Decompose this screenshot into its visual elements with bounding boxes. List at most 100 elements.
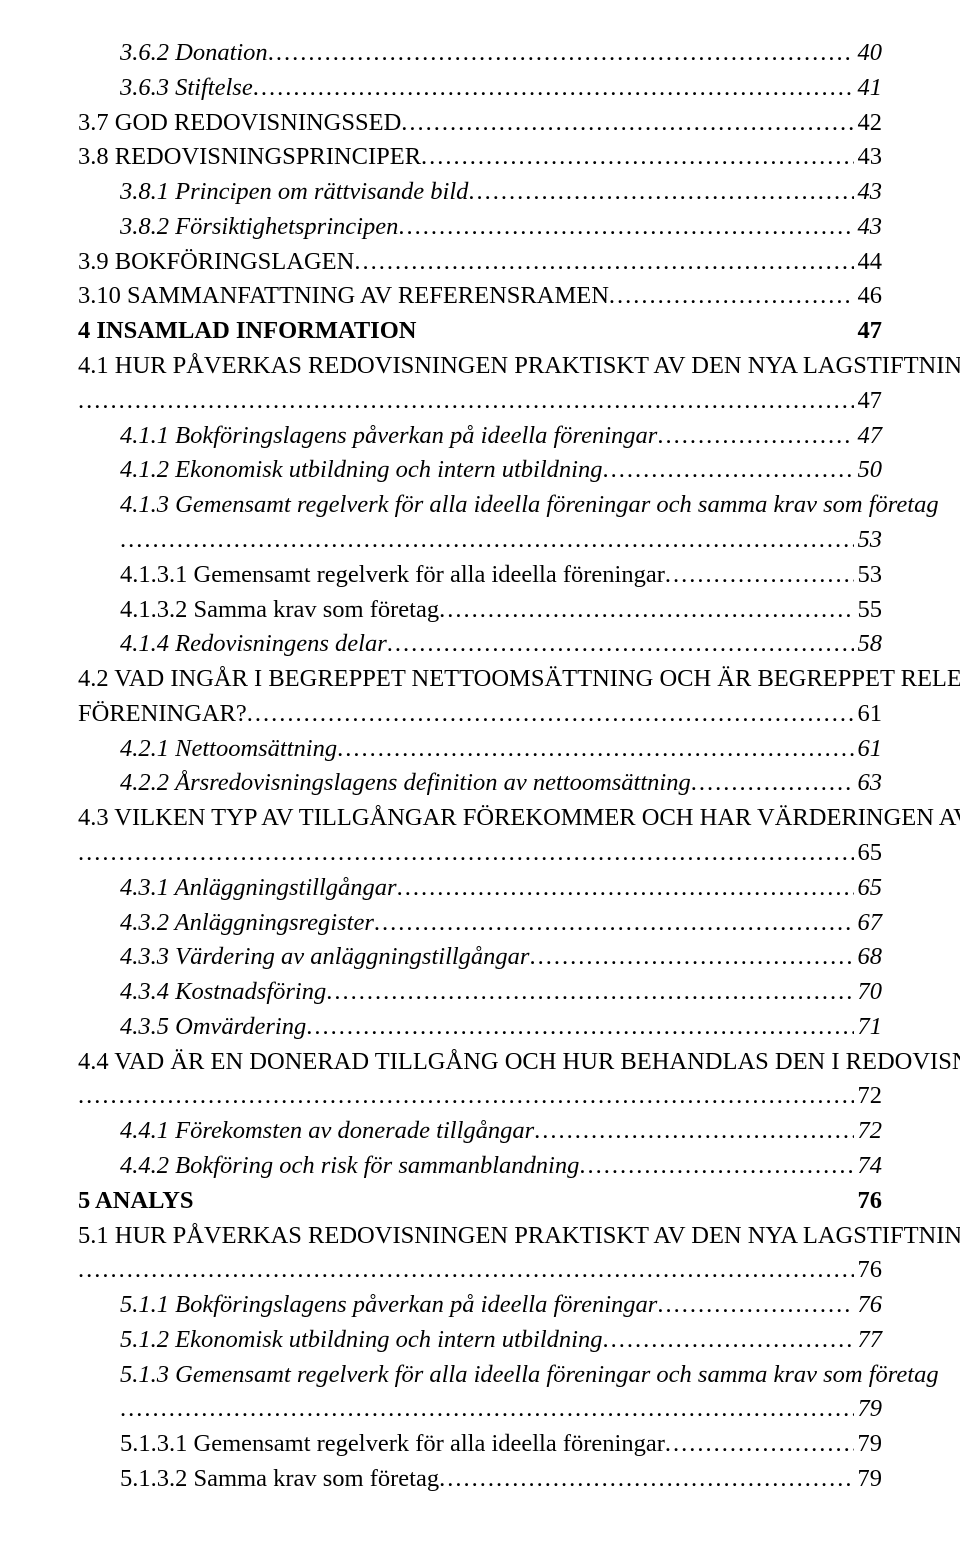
toc-page-number: 40 [854, 36, 883, 71]
toc-entry: 5.1.2 Ekonomisk utbildning och intern ut… [78, 1323, 882, 1358]
toc-leader-dots [398, 210, 853, 245]
toc-leader-dots [657, 1288, 853, 1323]
toc-leader-dots [665, 558, 854, 593]
toc-leader-dots [534, 1114, 853, 1149]
toc-leader-dots [268, 36, 854, 71]
toc-leader-dots [387, 627, 854, 662]
toc-page-number: 67 [854, 906, 883, 941]
toc-entry: 5.1.3.2 Samma krav som företag79 [78, 1462, 882, 1497]
toc-leader-dots [401, 106, 853, 141]
toc-entry: 4.3 VILKEN TYP AV TILLGÅNGAR FÖREKOMMER … [78, 801, 882, 836]
toc-label: 4.1.3.2 Samma krav som företag [120, 593, 439, 628]
toc-entry: 3.8.2 Försiktighetsprincipen 43 [78, 210, 882, 245]
toc-page-number: 53 [854, 523, 883, 558]
toc-page-number: 46 [854, 279, 883, 314]
toc-page-number: 61 [854, 732, 883, 767]
toc-page-number: 71 [854, 1010, 883, 1045]
toc-entry: 4.4.1 Förekomsten av donerade tillgångar… [78, 1114, 882, 1149]
toc-label: 4.1.4 Redovisningens delar [120, 627, 387, 662]
toc-label: 4 INSAMLAD INFORMATION [78, 314, 416, 349]
toc-page-number: 55 [854, 593, 883, 628]
toc-entry: 47 [78, 384, 882, 419]
toc-label: 4.3 VILKEN TYP AV TILLGÅNGAR FÖREKOMMER … [78, 801, 960, 836]
toc-label: 5.1 HUR PÅVERKAS REDOVISNINGEN PRAKTISKT… [78, 1219, 960, 1254]
toc-entry: 4.3.1 Anläggningstillgångar 65 [78, 871, 882, 906]
toc-page-number: 41 [854, 71, 883, 106]
toc-entry: 3.8 REDOVISNINGSPRINCIPER43 [78, 140, 882, 175]
toc-page-number: 65 [854, 871, 883, 906]
toc-page-number: 53 [854, 558, 883, 593]
toc-label: 3.8.1 Principen om rättvisande bild [120, 175, 468, 210]
toc-leader-dots [579, 1149, 853, 1184]
toc-entry: FÖRENINGAR? 61 [78, 697, 882, 732]
toc-entry: 4.1.2 Ekonomisk utbildning och intern ut… [78, 453, 882, 488]
toc-page-number: 43 [854, 210, 883, 245]
toc-page-number: 72 [854, 1114, 883, 1149]
toc-label: 4.3.5 Omvärdering [120, 1010, 306, 1045]
toc-label: 5.1.3.1 Gemensamt regelverk för alla ide… [120, 1427, 665, 1462]
toc-label: 4.3.1 Anläggningstillgångar [120, 871, 397, 906]
toc-page-number: 43 [854, 175, 883, 210]
toc-label: 3.9 BOKFÖRINGSLAGEN [78, 245, 354, 280]
toc-label: 4.4 VAD ÄR EN DONERAD TILLGÅNG OCH HUR B… [78, 1045, 960, 1080]
toc-leader-dots [337, 732, 853, 767]
toc-label: 4.4.2 Bokföring och risk för sammanbland… [120, 1149, 579, 1184]
toc-entry: 4.1.4 Redovisningens delar 58 [78, 627, 882, 662]
toc-page-number: 65 [854, 836, 883, 871]
toc-leader-dots [120, 523, 854, 558]
toc-entry: 4.2.2 Årsredovisningslagens definition a… [78, 766, 882, 801]
toc-leader-dots [397, 871, 854, 906]
toc-label: 3.8 REDOVISNINGSPRINCIPER [78, 140, 421, 175]
toc-label: 4.1.3.1 Gemensamt regelverk för alla ide… [120, 558, 665, 593]
toc-entry: 72 [78, 1079, 882, 1114]
toc-label: 5.1.2 Ekonomisk utbildning och intern ut… [120, 1323, 602, 1358]
toc-leader-dots [247, 697, 854, 732]
toc-label: 4.2 VAD INGÅR I BEGREPPET NETTOOMSÄTTNIN… [78, 662, 960, 697]
toc-label: 3.8.2 Försiktighetsprincipen [120, 210, 398, 245]
toc-entry: 79 [78, 1392, 882, 1427]
toc-page-number: 58 [854, 627, 883, 662]
toc-entry: 5 ANALYS76 [78, 1184, 882, 1219]
toc-label: 3.6.3 Stiftelse [120, 71, 253, 106]
toc-entry: 4.3.4 Kostnadsföring70 [78, 975, 882, 1010]
toc-label: 4.1.3 Gemensamt regelverk för alla ideel… [120, 488, 939, 523]
toc-leader-dots [657, 419, 853, 454]
toc-page-number: 68 [854, 940, 883, 975]
toc-label: 5.1.3.2 Samma krav som företag [120, 1462, 439, 1497]
toc-leader-dots [78, 384, 854, 419]
toc-entry: 3.8.1 Principen om rättvisande bild 43 [78, 175, 882, 210]
toc-label: FÖRENINGAR? [78, 697, 247, 732]
toc-page-number: 70 [854, 975, 883, 1010]
toc-entry: 5.1.1 Bokföringslagens påverkan på ideel… [78, 1288, 882, 1323]
toc-entry: 4.3.3 Värdering av anläggningstillgångar… [78, 940, 882, 975]
toc-label: 4.2.2 Årsredovisningslagens definition a… [120, 766, 691, 801]
toc-entry: 4.1.1 Bokföringslagens påverkan på ideel… [78, 419, 882, 454]
toc-entry: 5.1.3 Gemensamt regelverk för alla ideel… [78, 1358, 882, 1393]
toc-leader-dots [78, 836, 854, 871]
toc-entry: 4 INSAMLAD INFORMATION47 [78, 314, 882, 349]
toc-page-number: 61 [854, 697, 883, 732]
toc-label: 5.1.3 Gemensamt regelverk för alla ideel… [120, 1358, 939, 1393]
toc-page: 3.6.2 Donation 40 3.6.3 Stiftelse 41 3.7 GOD… [0, 0, 960, 1537]
toc-leader-dots [665, 1427, 854, 1462]
toc-label: 4.3.2 Anläggningsregister [120, 906, 374, 941]
toc-list: 3.6.2 Donation 40 3.6.3 Stiftelse 41 3.7 GOD… [78, 36, 882, 1497]
toc-label: 5 ANALYS [78, 1184, 194, 1219]
toc-label: 3.6.2 Donation [120, 36, 268, 71]
toc-page-number: 76 [854, 1288, 883, 1323]
toc-entry: 3.9 BOKFÖRINGSLAGEN44 [78, 245, 882, 280]
toc-leader-dots [468, 175, 853, 210]
toc-entry: 76 [78, 1253, 882, 1288]
toc-page-number: 50 [854, 453, 883, 488]
toc-page-number: 76 [854, 1253, 883, 1288]
toc-page-number: 72 [854, 1079, 883, 1114]
toc-page-number: 74 [854, 1149, 883, 1184]
toc-entry: 65 [78, 836, 882, 871]
toc-label: 4.1 HUR PÅVERKAS REDOVISNINGEN PRAKTISKT… [78, 349, 960, 384]
toc-label: 3.7 GOD REDOVISNINGSSED [78, 106, 401, 141]
toc-leader-dots [439, 593, 853, 628]
toc-leader-dots [691, 766, 854, 801]
toc-page-number: 42 [854, 106, 883, 141]
toc-leader-dots [602, 1323, 853, 1358]
toc-leader-dots [326, 975, 853, 1010]
